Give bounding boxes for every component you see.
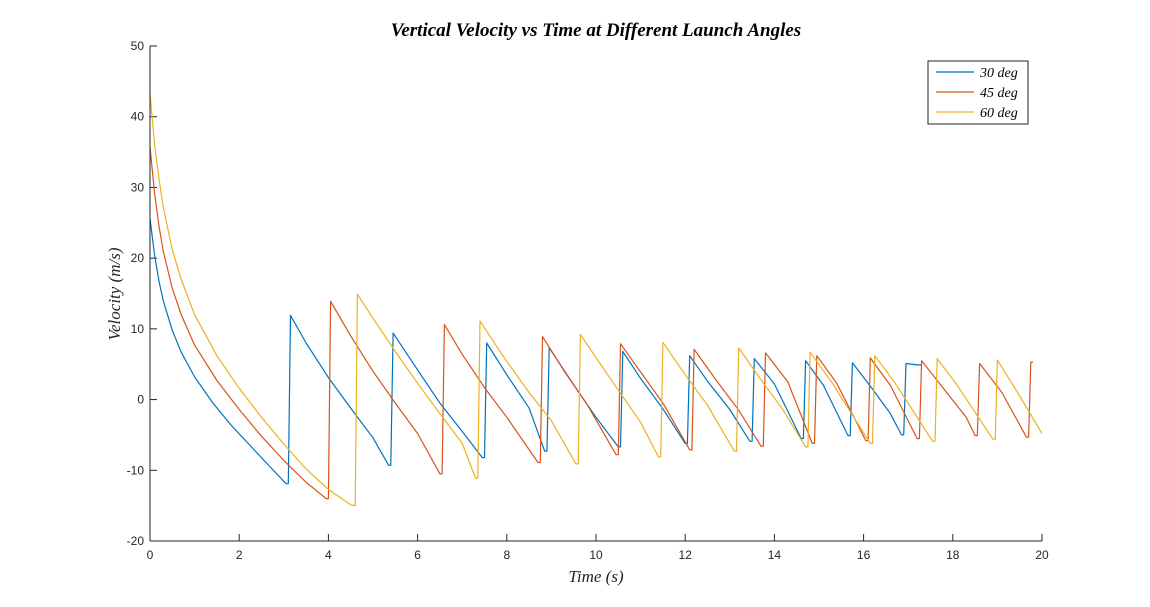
x-tick-label: 20 bbox=[1035, 548, 1049, 562]
x-tick-label: 10 bbox=[589, 548, 603, 562]
x-tick-label: 4 bbox=[325, 548, 332, 562]
x-tick-label: 12 bbox=[679, 548, 693, 562]
series-layer bbox=[149, 93, 1043, 507]
x-tick-label: 14 bbox=[768, 548, 782, 562]
x-tick-label: 0 bbox=[147, 548, 154, 562]
legend-label-0: 30 deg bbox=[979, 66, 1018, 81]
y-tick-label: 40 bbox=[131, 110, 145, 124]
y-axis-ticks: -20 -10 0 10 20 30 40 50 bbox=[127, 39, 157, 548]
y-tick-label: 30 bbox=[131, 180, 145, 194]
legend: 30 deg 45 deg 60 deg bbox=[927, 60, 1029, 125]
series-line-0 bbox=[149, 218, 922, 485]
y-tick-label: 50 bbox=[131, 39, 145, 53]
y-tick-label: -20 bbox=[127, 534, 145, 548]
series-line-1 bbox=[149, 147, 1034, 500]
x-axis-label: Time (s) bbox=[568, 567, 624, 586]
x-tick-label: 6 bbox=[414, 548, 421, 562]
y-tick-label: 0 bbox=[137, 393, 144, 407]
y-axis-label: Velocity (m/s) bbox=[105, 247, 124, 340]
chart-title: Vertical Velocity vs Time at Different L… bbox=[391, 20, 801, 41]
x-tick-label: 8 bbox=[503, 548, 510, 562]
y-tick-label: -10 bbox=[127, 463, 145, 477]
y-tick-label: 10 bbox=[131, 322, 145, 336]
legend-label-2: 60 deg bbox=[980, 106, 1018, 121]
x-tick-label: 18 bbox=[946, 548, 960, 562]
x-axis-ticks: 0 2 4 6 8 10 12 14 16 18 20 bbox=[147, 534, 1049, 562]
y-tick-label: 20 bbox=[131, 251, 145, 265]
x-tick-label: 16 bbox=[857, 548, 871, 562]
series-line-2 bbox=[149, 93, 1043, 507]
legend-label-1: 45 deg bbox=[980, 86, 1018, 101]
x-tick-label: 2 bbox=[236, 548, 243, 562]
